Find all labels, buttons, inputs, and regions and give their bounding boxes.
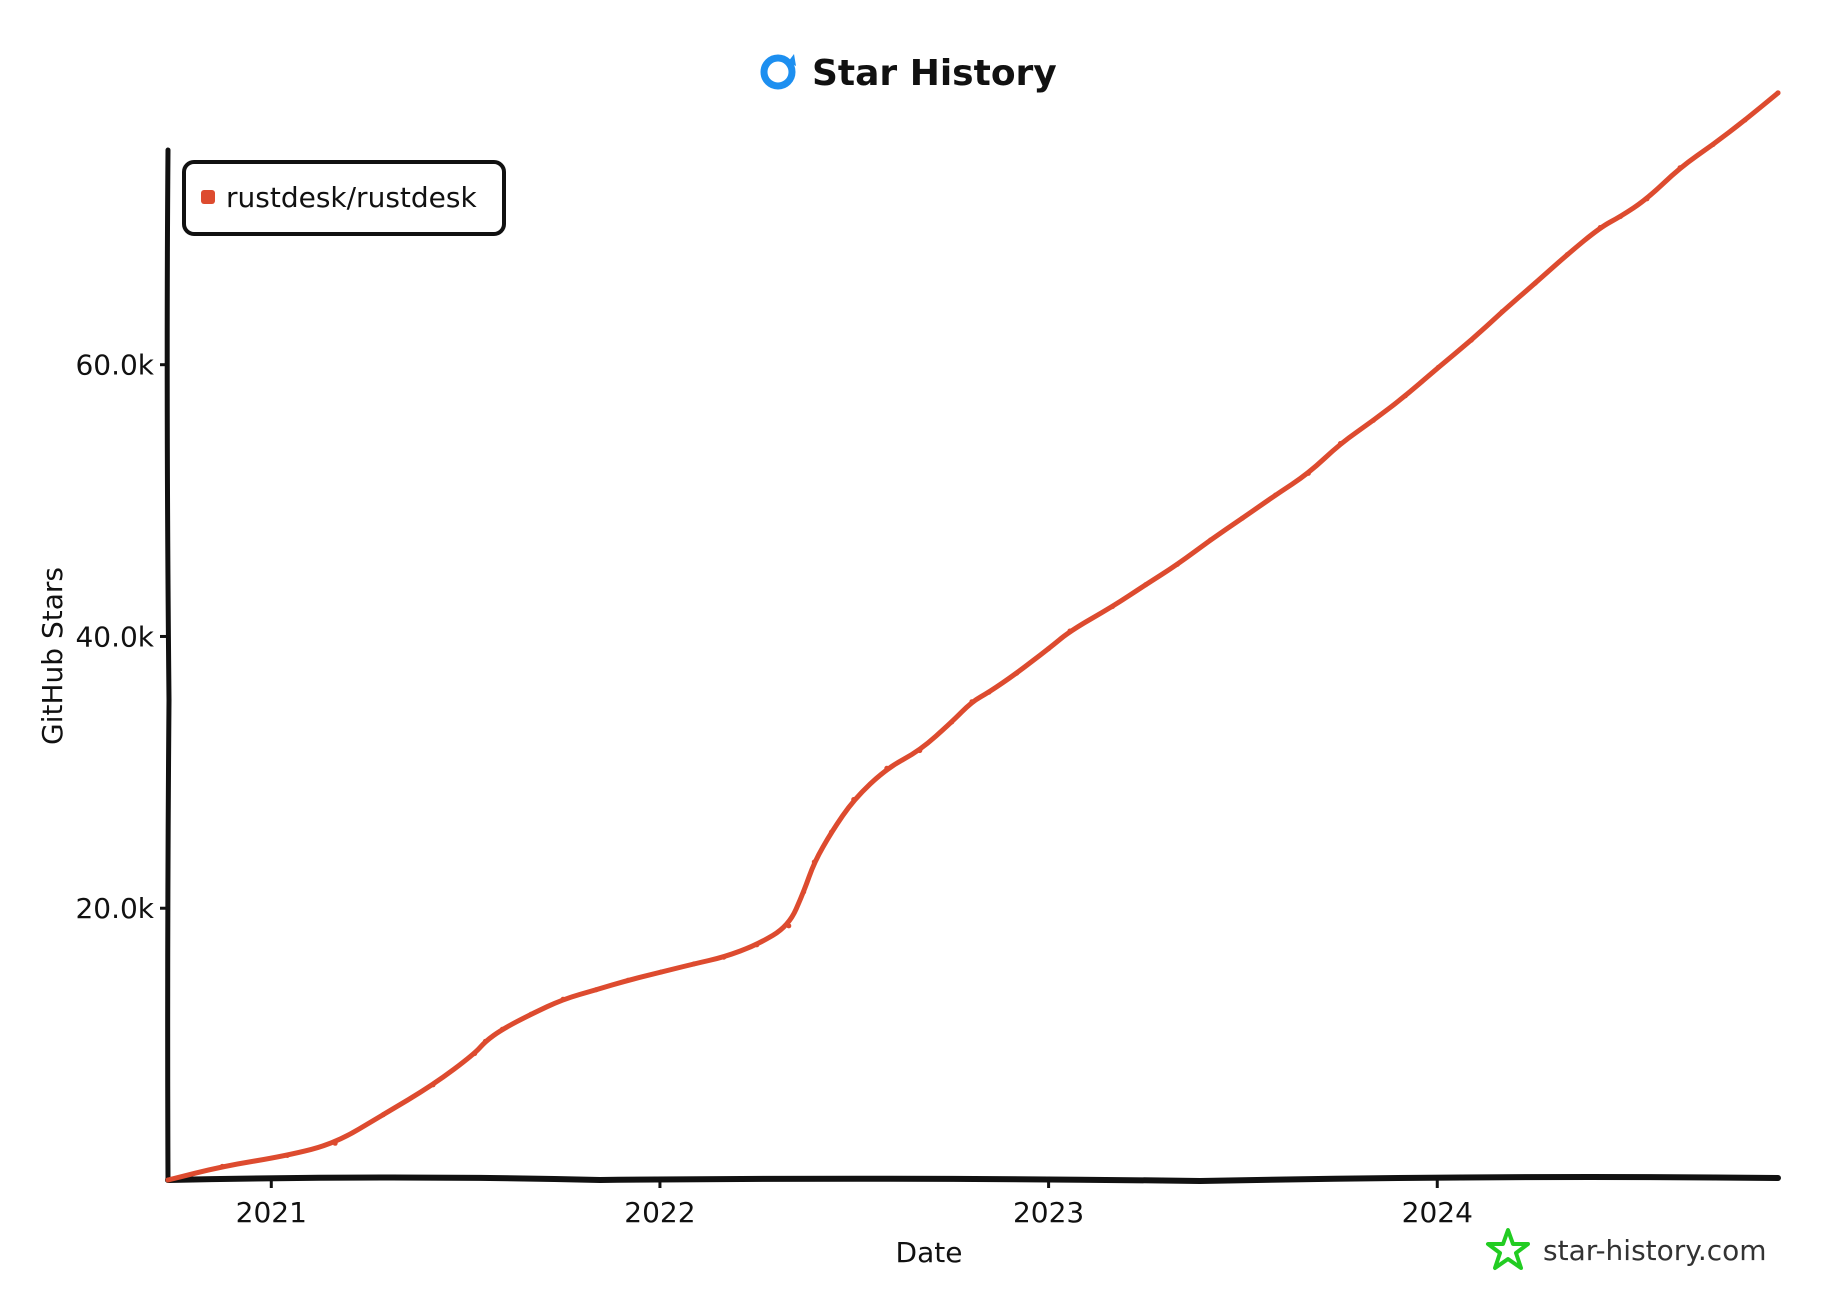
legend: rustdesk/rustdesk: [182, 160, 506, 236]
series-layer: [165, 90, 1781, 1183]
series-point: [1337, 441, 1343, 446]
y-tick-label: 40.0k: [75, 620, 154, 653]
series-point: [811, 859, 817, 865]
x-tick-label: 2022: [624, 1196, 695, 1229]
series-point: [482, 1038, 488, 1044]
x-tick-label: 2021: [236, 1196, 307, 1229]
series-point: [560, 996, 566, 1002]
series-point: [969, 699, 975, 705]
y-axis-label: GitHub Stars: [36, 567, 69, 745]
y-axis-line: [164, 147, 172, 1183]
x-axis-label: Date: [896, 1236, 963, 1269]
series-point: [1499, 309, 1505, 315]
series-point: [1532, 280, 1538, 286]
series-point: [165, 1177, 171, 1183]
series-point: [380, 1112, 386, 1118]
series-point: [1046, 646, 1052, 652]
series-point: [949, 719, 955, 725]
series-point: [1617, 214, 1623, 220]
series-point: [1370, 417, 1376, 423]
series-point: [801, 889, 807, 895]
brand-text: star-history.com: [1543, 1234, 1767, 1267]
brand-watermark: star-history.com: [1486, 1228, 1767, 1270]
series-point: [332, 1140, 338, 1146]
series-point: [1677, 165, 1683, 171]
series-point: [219, 1163, 225, 1169]
series-point: [828, 829, 834, 835]
series-point: [499, 1026, 505, 1032]
y-tick-label: 20.0k: [75, 892, 154, 925]
series-point: [1110, 604, 1115, 610]
x-tick-label: 2024: [1402, 1196, 1473, 1229]
series-point: [1143, 582, 1148, 588]
series-point: [528, 1011, 534, 1017]
y-tick-label: 60.0k: [75, 349, 154, 382]
series-point: [917, 748, 923, 754]
series-point: [1014, 670, 1020, 676]
series-point: [1742, 117, 1748, 123]
series-point: [1597, 225, 1603, 230]
series-line-0: [165, 90, 1781, 1183]
x-tick-label: 2023: [1013, 1196, 1084, 1229]
legend-swatch: [201, 190, 215, 204]
series-point: [1435, 364, 1441, 370]
y-axis-ticks: 20.0k 40.0k 60.0k: [75, 349, 168, 925]
series-point: [430, 1082, 436, 1088]
series-point: [884, 765, 890, 771]
series-point: [1402, 393, 1408, 399]
chart-title-group: Star History: [760, 53, 1057, 94]
series-point: [1775, 90, 1781, 96]
star-icon: [1486, 1228, 1530, 1270]
series-point: [721, 954, 727, 960]
star-history-logo-icon: [760, 54, 796, 90]
series-point: [1710, 142, 1716, 148]
series-point: [1305, 470, 1311, 476]
series-point: [1174, 561, 1180, 567]
series-point: [851, 797, 857, 802]
series-point: [284, 1153, 290, 1158]
series-point: [658, 969, 664, 975]
series-point: [986, 689, 992, 695]
series-point: [786, 923, 792, 929]
series-point: [593, 987, 599, 993]
x-axis-ticks: 2021 2022 2023 2024: [236, 1180, 1473, 1229]
legend-label: rustdesk/rustdesk: [226, 181, 477, 214]
legend-box: [182, 160, 506, 236]
series-point: [1468, 337, 1474, 343]
series-point: [754, 942, 760, 948]
series-point: [1564, 252, 1570, 258]
x-axis-line: [165, 1174, 1781, 1185]
series-point: [1272, 492, 1278, 498]
series-point: [625, 977, 631, 983]
series-point: [1208, 537, 1213, 543]
series-point: [691, 961, 697, 967]
series-point: [1644, 196, 1650, 202]
series-point: [472, 1051, 478, 1057]
series-point: [1067, 628, 1073, 634]
chart-title: Star History: [812, 53, 1057, 94]
series-point: [1239, 515, 1245, 521]
